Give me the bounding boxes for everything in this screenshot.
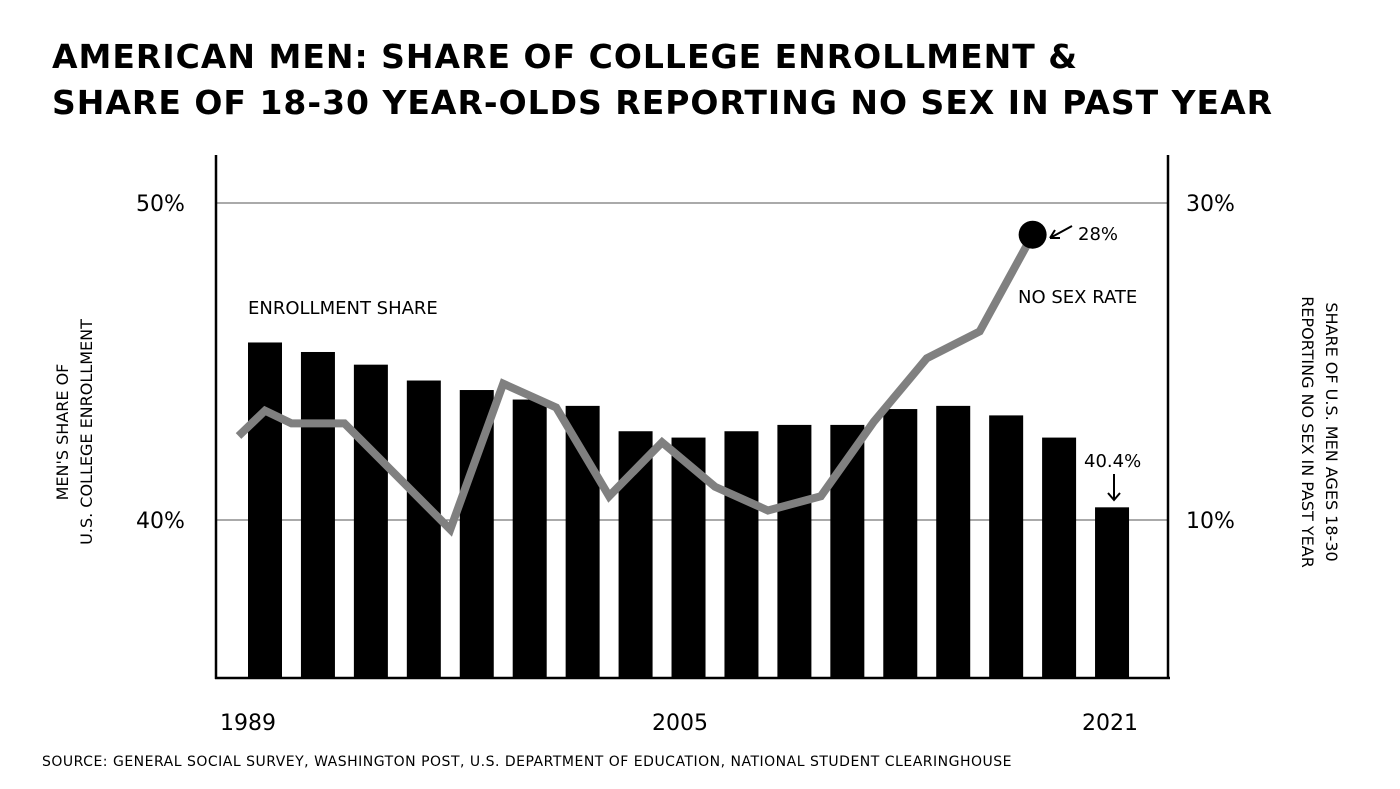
y-right-label-line-1: Share of U.S. men ages 18-30 — [1322, 302, 1341, 561]
y-left-label-line-1: Men's share of — [53, 364, 72, 501]
bar-1991 — [300, 351, 335, 678]
bar-2019 — [1042, 437, 1077, 678]
bar-2021 — [1095, 507, 1130, 678]
bar-2011 — [830, 424, 865, 678]
y-right-tick-10: 10% — [1186, 509, 1235, 534]
bar-2009 — [777, 424, 812, 678]
bar-2015 — [936, 405, 971, 678]
source-note: Source: General Social Survey, Washingto… — [42, 754, 1012, 770]
bar-1993 — [353, 364, 388, 678]
arrow-to-dot — [1049, 225, 1073, 239]
y-left-tick-40: 40% — [136, 509, 185, 534]
last-line-value-label: 28% — [1078, 224, 1118, 245]
bar-2013 — [883, 409, 918, 678]
x-tick-1989: 1989 — [220, 711, 276, 736]
no-sex-rate-label: No sex rate — [1018, 287, 1137, 308]
y-left-label-line-2: U.S. college enrollment — [77, 319, 96, 545]
bar-1995 — [406, 380, 441, 678]
bar-2007 — [724, 431, 759, 678]
last-point-dot — [1018, 220, 1047, 249]
y-left-tick-50: 50% — [136, 192, 185, 217]
last-bar-value-label: 40.4% — [1084, 451, 1141, 472]
arrow-to-last-bar — [1107, 474, 1121, 502]
chart-title-line-1: American men: share of college enrollmen… — [52, 37, 1078, 76]
bars-group — [248, 342, 1130, 678]
y-right-label-line-2: reporting no sex in past year — [1298, 296, 1317, 568]
bar-1999 — [512, 399, 547, 678]
no-sex-rate-line — [235, 232, 1037, 537]
y-right-tick-30: 30% — [1186, 192, 1235, 217]
enrollment-share-label: Enrollment share — [248, 298, 438, 319]
x-tick-2021: 2021 — [1082, 711, 1138, 736]
bar-2017 — [989, 415, 1024, 678]
line-group — [235, 220, 1047, 537]
bar-1989 — [248, 342, 282, 678]
chart-title-line-2: share of 18-30 year-olds reporting no se… — [52, 83, 1273, 122]
x-tick-2005: 2005 — [652, 711, 708, 736]
bar-1997 — [459, 390, 494, 678]
